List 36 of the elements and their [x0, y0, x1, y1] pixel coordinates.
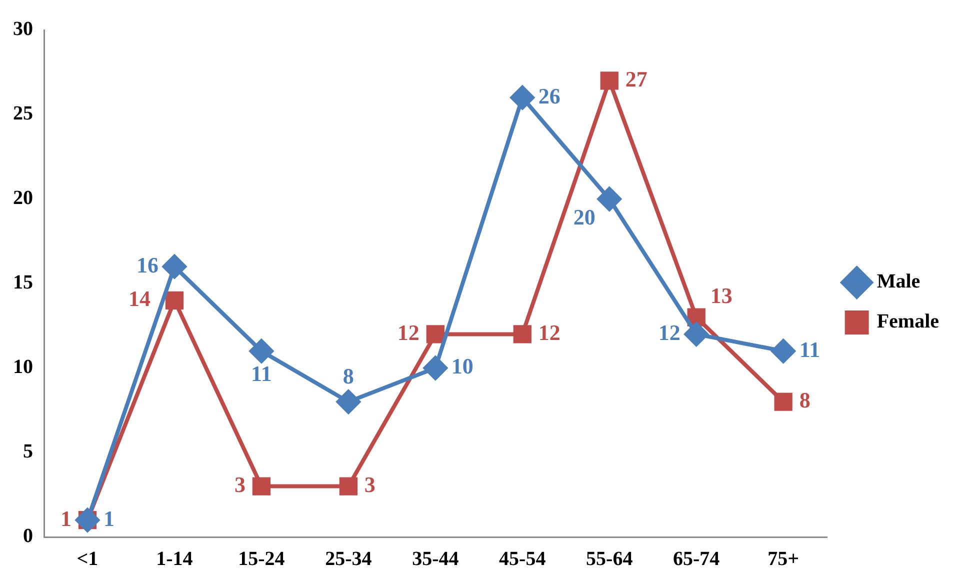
data-label: 12	[397, 320, 420, 345]
data-label: 12	[658, 320, 680, 345]
y-tick-label: 25	[13, 102, 33, 125]
legend-label: Male	[876, 270, 920, 293]
data-label: 16	[136, 252, 158, 278]
data-label: 11	[799, 336, 820, 362]
x-tick-label: 25-34	[325, 548, 372, 570]
data-label: 14	[128, 286, 150, 312]
y-tick-label: 15	[13, 272, 33, 294]
data-label: 1	[60, 506, 72, 531]
x-tick-label: 15-24	[238, 548, 285, 570]
data-label: 8	[342, 363, 354, 388]
data-label: 11	[251, 360, 272, 386]
x-tick-label: <1	[76, 548, 98, 570]
y-tick-label: 20	[13, 187, 33, 210]
data-label: 3	[364, 472, 376, 497]
y-tick-label: 5	[23, 440, 33, 463]
data-label: 27	[625, 66, 648, 92]
x-tick-label: 35-44	[412, 548, 459, 570]
x-tick-label: 75+	[768, 548, 800, 570]
y-tick-label: 10	[13, 356, 33, 378]
x-tick-label: 55-64	[586, 548, 633, 570]
y-tick-label: 30	[13, 18, 33, 40]
data-label: 8	[799, 387, 810, 412]
data-label: 3	[234, 472, 246, 497]
data-label: 10	[451, 354, 474, 379]
data-label: 20	[573, 204, 596, 230]
legend-label: Female	[876, 310, 940, 333]
data-label: 13	[710, 282, 732, 308]
data-label: 12	[538, 320, 560, 345]
data-label: 26	[538, 83, 560, 108]
y-tick-label: 0	[23, 525, 33, 548]
data-label: 1	[103, 506, 114, 531]
x-tick-label: 45-54	[499, 548, 546, 570]
x-tick-label: 1-14	[156, 548, 193, 570]
x-tick-label: 65-74	[673, 548, 720, 570]
